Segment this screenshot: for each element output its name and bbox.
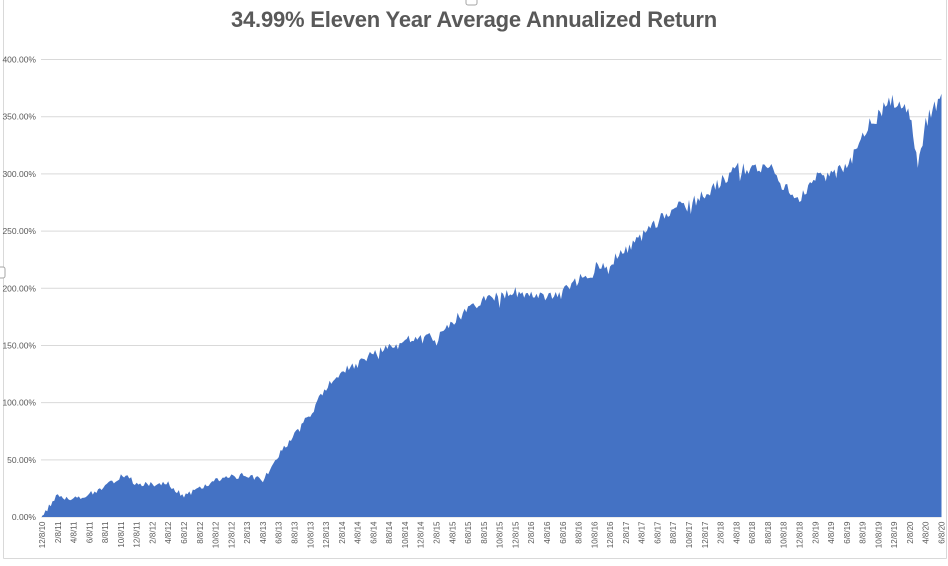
x-axis-label: 4/8/19 xyxy=(827,521,836,544)
x-axis-label: 6/8/18 xyxy=(748,521,757,544)
x-axis-label: 10/8/13 xyxy=(306,521,315,548)
x-axis-label: 2/8/19 xyxy=(811,521,820,544)
x-axis-label: 6/8/15 xyxy=(464,521,473,544)
x-axis-label: 12/8/14 xyxy=(417,521,426,548)
x-axis-label: 10/8/12 xyxy=(212,521,221,548)
x-axis-label: 6/8/14 xyxy=(369,521,378,544)
chart-border xyxy=(3,0,947,559)
chart-title[interactable]: 34.99% Eleven Year Average Annualized Re… xyxy=(230,7,717,32)
y-axis-label: 400.00% xyxy=(2,55,36,65)
x-axis[interactable]: 12/8/10 2/8/11 4/8/11 6/8/11 8/8/11 10/8/11 12… xyxy=(38,521,947,548)
x-axis-label: 2/8/20 xyxy=(906,521,915,544)
x-axis-label: 10/8/18 xyxy=(780,521,789,548)
x-axis-label: 8/8/15 xyxy=(480,521,489,544)
x-axis-label: 4/8/12 xyxy=(164,521,173,544)
x-axis-label: 12/8/17 xyxy=(701,521,710,548)
x-axis-label: 12/8/13 xyxy=(322,521,331,548)
y-axis-label: 350.00% xyxy=(2,112,36,122)
x-axis-label: 8/8/12 xyxy=(196,521,205,544)
x-axis-label: 10/8/17 xyxy=(685,521,694,548)
x-axis-label: 4/8/18 xyxy=(732,521,741,544)
y-axis-label: 300.00% xyxy=(2,169,36,179)
x-axis-label: 8/8/19 xyxy=(859,521,868,544)
y-axis-label: 250.00% xyxy=(2,226,36,236)
x-axis-label: 10/8/19 xyxy=(874,521,883,548)
x-axis-label: 8/8/14 xyxy=(385,521,394,544)
x-axis-label: 6/8/20 xyxy=(938,521,947,544)
x-axis-label: 6/8/11 xyxy=(85,521,94,543)
x-axis-label: 12/8/12 xyxy=(227,521,236,548)
x-axis-label: 12/8/11 xyxy=(133,521,142,548)
x-axis-label: 10/8/11 xyxy=(117,521,126,548)
x-axis-label: 12/8/16 xyxy=(606,521,615,548)
x-axis-label: 10/8/15 xyxy=(496,521,505,548)
y-axis-label: 150.00% xyxy=(2,340,36,350)
x-axis-label: 4/8/15 xyxy=(448,521,457,544)
x-axis-label: 10/8/14 xyxy=(401,521,410,548)
x-axis-label: 2/8/18 xyxy=(717,521,726,544)
y-axis-label: 0.00% xyxy=(12,512,37,522)
selection-handle-top[interactable] xyxy=(465,0,478,6)
x-axis-label: 8/8/11 xyxy=(101,521,110,543)
x-axis-label: 6/8/19 xyxy=(843,521,852,544)
x-axis-label: 6/8/13 xyxy=(275,521,284,544)
x-axis-label: 12/8/15 xyxy=(511,521,520,548)
x-axis-label: 4/8/13 xyxy=(259,521,268,544)
x-axis-label: 8/8/17 xyxy=(669,521,678,544)
x-axis-label: 2/8/13 xyxy=(243,521,252,544)
x-axis-label: 2/8/11 xyxy=(54,521,63,543)
y-axis[interactable]: 400.00% 350.00% 300.00% 250.00% 200.00% 150.0… xyxy=(2,55,36,523)
x-axis-label: 2/8/14 xyxy=(338,521,347,544)
x-axis-label: 2/8/17 xyxy=(622,521,631,544)
x-axis-label: 2/8/16 xyxy=(527,521,536,544)
x-axis-label: 8/8/13 xyxy=(290,521,299,544)
x-axis-label: 8/8/18 xyxy=(764,521,773,544)
x-axis-label: 4/8/11 xyxy=(70,521,79,543)
x-axis-label: 2/8/12 xyxy=(148,521,157,544)
y-axis-label: 200.00% xyxy=(2,283,36,293)
x-axis-label: 8/8/16 xyxy=(575,521,584,544)
x-axis-label: 6/8/16 xyxy=(559,521,568,544)
y-axis-label: 50.00% xyxy=(7,455,36,465)
y-axis-label: 100.00% xyxy=(2,398,36,408)
x-axis-label: 6/8/12 xyxy=(180,521,189,544)
x-axis-label: 4/8/17 xyxy=(638,521,647,544)
x-axis-label: 4/8/16 xyxy=(543,521,552,544)
x-axis-label: 4/8/20 xyxy=(922,521,931,544)
selection-handles xyxy=(0,0,478,279)
x-axis-label: 12/8/18 xyxy=(795,521,804,548)
return-area-series[interactable] xyxy=(42,93,942,518)
selection-handle-left[interactable] xyxy=(0,266,6,279)
x-axis-label: 2/8/15 xyxy=(433,521,442,544)
x-axis-label: 6/8/17 xyxy=(653,521,662,544)
x-axis-label: 12/8/19 xyxy=(890,521,899,548)
x-axis-label: 12/8/10 xyxy=(38,521,47,548)
x-axis-label: 4/8/14 xyxy=(354,521,363,544)
x-axis-label: 10/8/16 xyxy=(590,521,599,548)
